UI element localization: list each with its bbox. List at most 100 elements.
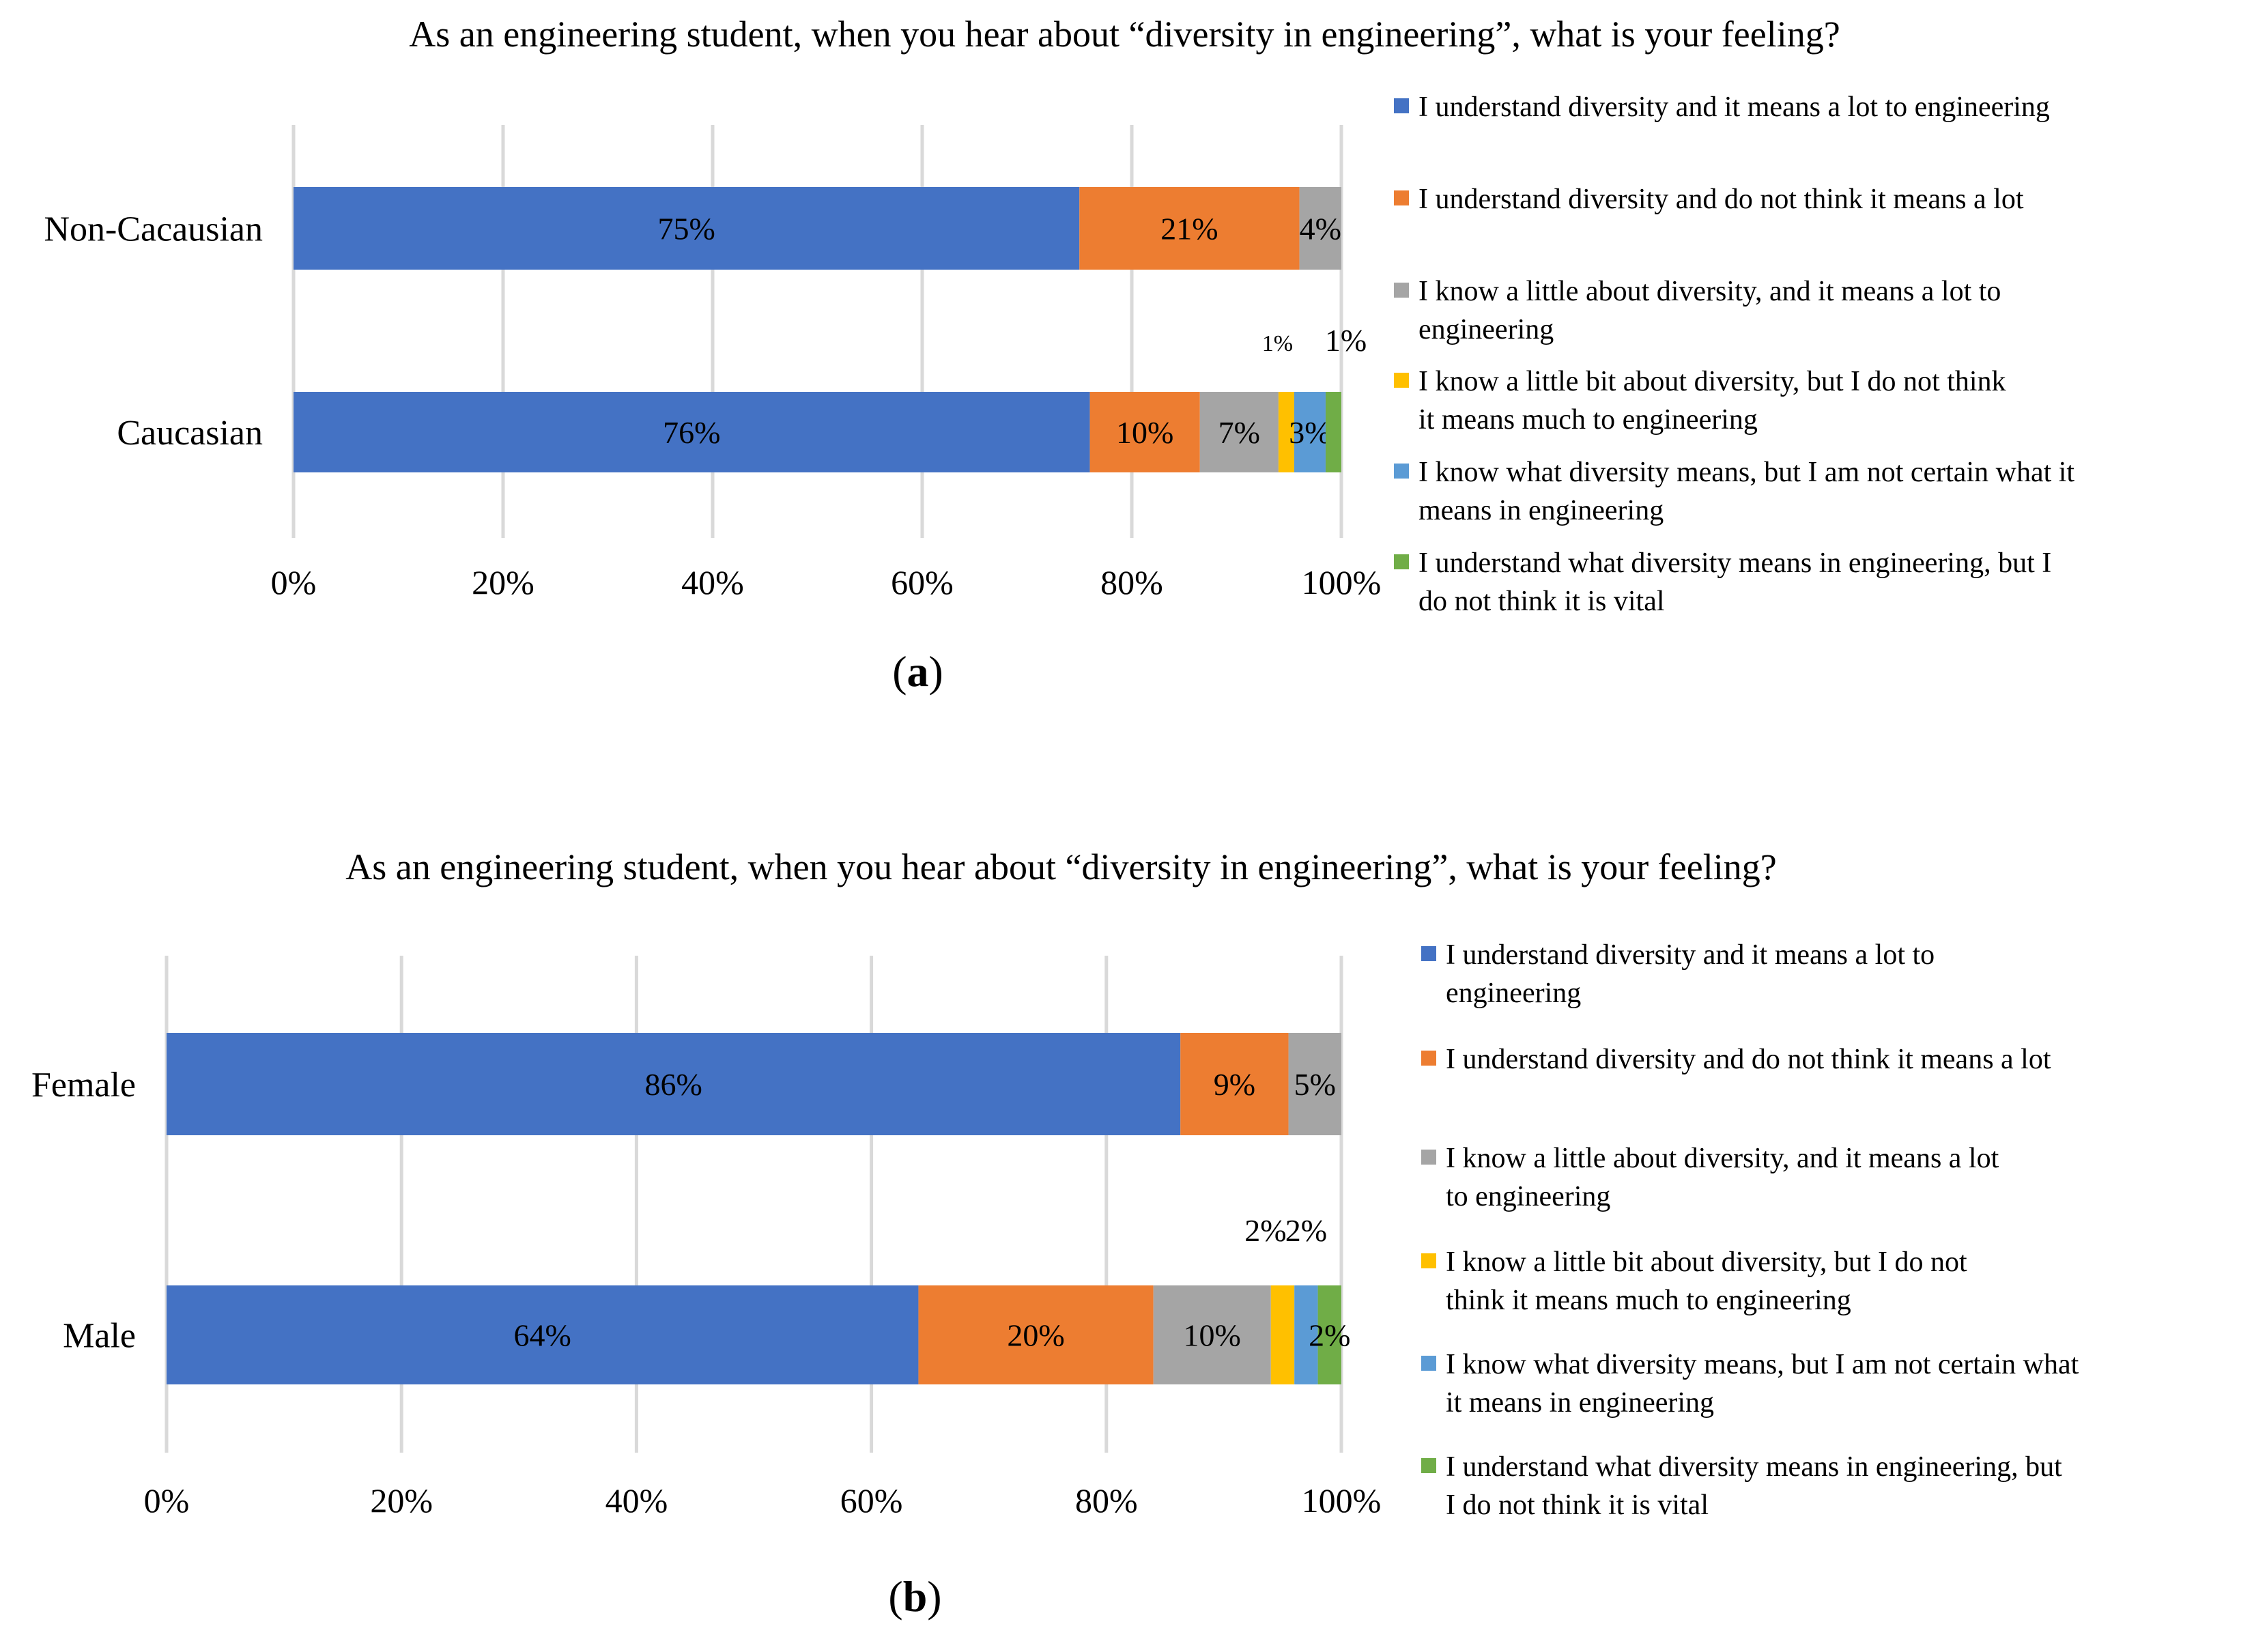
- bar-segment: [167, 1033, 1181, 1135]
- x-tick-label: 80%: [1075, 1481, 1138, 1520]
- bar-segment: [294, 392, 1090, 472]
- legend-label: I understand diversity and do not think …: [1418, 184, 2024, 215]
- chart-panel-a: As an engineering student, when you hear…: [44, 14, 2074, 696]
- panel-letter: a: [907, 647, 929, 696]
- data-label: 76%: [663, 415, 720, 450]
- legend-label-line: I know what diversity means, but I am no…: [1446, 1349, 2079, 1380]
- legend-label: I understand diversity and it means a lo…: [1418, 91, 2050, 123]
- legend-label-line: I understand what diversity means in eng…: [1418, 547, 2051, 579]
- data-label: 7%: [1218, 415, 1260, 450]
- data-label: 1%: [1325, 323, 1367, 358]
- legend-label-line: engineering: [1446, 978, 1581, 1009]
- bar-segment: [1153, 1285, 1271, 1384]
- data-label: 4%: [1300, 212, 1341, 246]
- x-tick-label: 40%: [605, 1481, 668, 1520]
- data-label: 5%: [1294, 1067, 1336, 1102]
- legend-swatch: [1421, 1458, 1436, 1473]
- legend-label-line: engineering: [1418, 314, 1554, 345]
- data-label: 1%: [1262, 331, 1293, 356]
- legend-swatch: [1421, 1051, 1436, 1066]
- chart-panel-b: As an engineering student, when you hear…: [31, 846, 2079, 1621]
- data-label: 64%: [514, 1318, 571, 1353]
- legend-swatch: [1421, 946, 1436, 961]
- legend-label-line: to engineering: [1446, 1181, 1610, 1212]
- legend-label-line: I know a little bit about diversity, but…: [1418, 366, 2006, 397]
- legend-label: I know what diversity means, but I am no…: [1418, 457, 2074, 526]
- data-label: 9%: [1214, 1067, 1255, 1102]
- x-tick-label: 0%: [144, 1481, 190, 1520]
- legend-swatch: [1394, 98, 1409, 113]
- panel-paren-close: ): [929, 647, 943, 696]
- bar-segment: [1288, 1033, 1341, 1135]
- x-tick-label: 100%: [1302, 1481, 1382, 1520]
- legend-label-line: I know a little about diversity, and it …: [1418, 276, 2001, 307]
- data-label: 86%: [644, 1067, 702, 1102]
- legend-label-line: I understand diversity and do not think …: [1418, 184, 2024, 215]
- legend-swatch: [1394, 464, 1409, 479]
- bar-segment: [167, 1285, 919, 1384]
- legend: I understand diversity and it means a lo…: [1394, 91, 2074, 617]
- bar-segment: [1317, 1285, 1341, 1384]
- category-label: Non-Cacausian: [44, 210, 263, 249]
- legend-label-line: do not think it is vital: [1418, 586, 1665, 617]
- bar-segment: [1278, 392, 1294, 472]
- bar-segment: [294, 187, 1080, 270]
- data-label: 10%: [1184, 1318, 1241, 1353]
- data-label: 20%: [1007, 1318, 1064, 1353]
- legend: I understand diversity and it means a lo…: [1421, 939, 2079, 1521]
- chart-title: As an engineering student, when you hear…: [345, 846, 1776, 887]
- legend-label: I know a little about diversity, and it …: [1446, 1143, 1999, 1212]
- bar-segment: [1299, 187, 1341, 270]
- legend-swatch: [1394, 283, 1409, 298]
- bar-segment: [1294, 1285, 1318, 1384]
- legend-swatch: [1421, 1253, 1436, 1268]
- category-label: Female: [31, 1066, 136, 1105]
- category-label: Caucasian: [117, 414, 263, 453]
- legend-swatch: [1394, 190, 1409, 205]
- x-tick-label: 60%: [891, 563, 954, 601]
- x-tick-label: 20%: [370, 1481, 433, 1520]
- x-tick-label: 20%: [472, 563, 534, 601]
- category-label: Male: [63, 1317, 136, 1356]
- legend-swatch: [1394, 554, 1409, 569]
- x-tick-label: 0%: [271, 563, 317, 601]
- legend-label-line: I understand diversity and it means a lo…: [1418, 91, 2050, 123]
- data-label: 21%: [1160, 212, 1218, 246]
- legend-label-line: I understand diversity and do not think …: [1446, 1044, 2051, 1075]
- legend-label: I know a little bit about diversity, but…: [1418, 366, 2006, 436]
- chart-title: As an engineering student, when you hear…: [409, 14, 1840, 55]
- panel-letter: b: [903, 1572, 928, 1621]
- bar-segment: [1180, 1033, 1289, 1135]
- x-tick-label: 100%: [1302, 563, 1382, 601]
- legend-label-line: it means in engineering: [1446, 1387, 1714, 1419]
- legend-label: I understand what diversity means in eng…: [1446, 1451, 2062, 1521]
- bar-segment: [1079, 187, 1300, 270]
- x-tick-label: 60%: [840, 1481, 903, 1520]
- legend-swatch: [1421, 1356, 1436, 1371]
- panel-paren-open: (: [888, 1572, 902, 1621]
- legend-label: I understand diversity and it means a lo…: [1446, 939, 1935, 1009]
- data-label: 10%: [1116, 415, 1173, 450]
- panel-paren-close: ): [927, 1572, 941, 1621]
- bar-segment: [918, 1285, 1154, 1384]
- panel-label: (a): [892, 647, 943, 696]
- data-label: 2%: [1309, 1318, 1350, 1353]
- legend-label: I know what diversity means, but I am no…: [1446, 1349, 2079, 1419]
- x-tick-label: 40%: [681, 563, 744, 601]
- legend-label-line: I know a little about diversity, and it …: [1446, 1143, 1999, 1174]
- legend-label: I understand what diversity means in eng…: [1418, 547, 2051, 617]
- legend-label-line: I understand what diversity means in eng…: [1446, 1451, 2062, 1483]
- legend-swatch: [1394, 373, 1409, 388]
- legend-label-line: I do not think it is vital: [1446, 1490, 1709, 1521]
- legend-label: I know a little bit about diversity, but…: [1446, 1247, 1967, 1316]
- data-label: 2%: [1244, 1213, 1286, 1248]
- data-label: 3%: [1289, 415, 1330, 450]
- bar-segment: [1089, 392, 1200, 472]
- bar-segment: [1294, 392, 1326, 472]
- legend-label-line: think it means much to engineering: [1446, 1285, 1851, 1316]
- x-tick-label: 80%: [1100, 563, 1163, 601]
- legend-label-line: means in engineering: [1418, 495, 1664, 526]
- legend-label: I understand diversity and do not think …: [1446, 1044, 2051, 1075]
- panel-label: (b): [888, 1572, 941, 1621]
